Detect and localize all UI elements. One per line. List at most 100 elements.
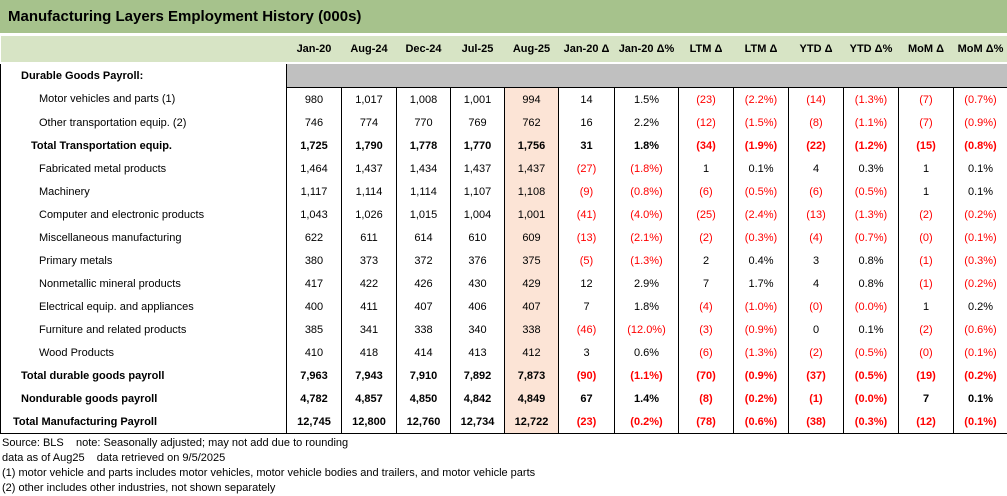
cell: 0.2% — [954, 295, 1007, 318]
cell: 1,114 — [397, 180, 451, 203]
column-header: MoM Δ — [899, 36, 954, 63]
cell: (41) — [559, 203, 615, 226]
cell: 1,001 — [505, 203, 559, 226]
cell: 4 — [789, 272, 844, 295]
cell: (0.8%) — [954, 134, 1007, 157]
cell: 376 — [451, 249, 505, 272]
cell: 12,745 — [287, 410, 342, 434]
cell: 7,943 — [342, 364, 397, 387]
cell: (12) — [679, 111, 734, 134]
cell: 412 — [505, 341, 559, 364]
cell: 430 — [451, 272, 505, 295]
cell: 422 — [342, 272, 397, 295]
cell: (0.5%) — [844, 180, 899, 203]
cell: 7,910 — [397, 364, 451, 387]
cell: (1.3%) — [844, 88, 899, 112]
row-label: Fabricated metal products — [1, 157, 287, 180]
cell: 1,108 — [505, 180, 559, 203]
cell: 762 — [505, 111, 559, 134]
cell: 0.4% — [734, 249, 789, 272]
cell: 4,850 — [397, 387, 451, 410]
cell: (25) — [679, 203, 734, 226]
cell: (7) — [899, 111, 954, 134]
cell: (0.6%) — [734, 410, 789, 434]
cell: 16 — [559, 111, 615, 134]
cell: (0.2%) — [954, 364, 1007, 387]
cell: (27) — [559, 157, 615, 180]
row-label: Nondurable goods payroll — [1, 387, 287, 410]
cell: 418 — [342, 341, 397, 364]
cell: (0.0%) — [844, 387, 899, 410]
cell: (0.2%) — [734, 387, 789, 410]
cell: 407 — [397, 295, 451, 318]
column-header: Jan-20 Δ% — [615, 36, 679, 63]
cell: (0.9%) — [954, 111, 1007, 134]
cell: (0) — [899, 226, 954, 249]
cell: 1,107 — [451, 180, 505, 203]
cell: (12) — [899, 410, 954, 434]
cell: 2.9% — [615, 272, 679, 295]
cell: (90) — [559, 364, 615, 387]
cell: (46) — [559, 318, 615, 341]
cell: 1,114 — [342, 180, 397, 203]
cell: 4,849 — [505, 387, 559, 410]
cell: (2) — [899, 203, 954, 226]
cell: (0.0%) — [844, 295, 899, 318]
cell: 375 — [505, 249, 559, 272]
cell: (5) — [559, 249, 615, 272]
cell: (0.2%) — [954, 272, 1007, 295]
cell: 1,015 — [397, 203, 451, 226]
cell: 0.8% — [844, 272, 899, 295]
cell: (6) — [679, 180, 734, 203]
cell: 980 — [287, 88, 342, 112]
column-header-spacer — [1, 36, 287, 63]
cell: 0.6% — [615, 341, 679, 364]
cell: 12,800 — [342, 410, 397, 434]
cell: 1,004 — [451, 203, 505, 226]
cell: (0.7%) — [844, 226, 899, 249]
cell: 414 — [397, 341, 451, 364]
column-header: Dec-24 — [397, 36, 451, 63]
footnote-line: data as of Aug25 data retrieved on 9/5/2… — [2, 451, 1007, 466]
cell: (4.0%) — [615, 203, 679, 226]
cell: (2) — [789, 341, 844, 364]
cell: 1 — [899, 180, 954, 203]
cell: (22) — [789, 134, 844, 157]
cell: 31 — [559, 134, 615, 157]
report-title-bar: Manufacturing Layers Employment History … — [0, 0, 1007, 33]
cell: (1) — [789, 387, 844, 410]
cell: 1.4% — [615, 387, 679, 410]
cell: (0.5%) — [844, 341, 899, 364]
cell: (23) — [679, 88, 734, 112]
cell: (0.8%) — [615, 180, 679, 203]
row-label: Primary metals — [1, 249, 287, 272]
footnote-line: (1) motor vehicle and parts includes mot… — [2, 466, 1007, 481]
cell: (23) — [559, 410, 615, 434]
cell: 622 — [287, 226, 342, 249]
cell: (8) — [789, 111, 844, 134]
cell: (1.1%) — [844, 111, 899, 134]
cell: 1,437 — [505, 157, 559, 180]
cell: (1.3%) — [734, 341, 789, 364]
cell: (2.4%) — [734, 203, 789, 226]
column-header: YTD Δ — [789, 36, 844, 63]
cell: 7 — [899, 387, 954, 410]
row-label: Total Transportation equip. — [1, 134, 287, 157]
column-header: Aug-24 — [342, 36, 397, 63]
column-header: YTD Δ% — [844, 36, 899, 63]
row-label: Computer and electronic products — [1, 203, 287, 226]
cell: 7,963 — [287, 364, 342, 387]
cell: 12,722 — [505, 410, 559, 434]
cell: 0.3% — [844, 157, 899, 180]
cell: 746 — [287, 111, 342, 134]
cell: 7,873 — [505, 364, 559, 387]
cell: (0.3%) — [734, 226, 789, 249]
cell: 1,008 — [397, 88, 451, 112]
cell: (6) — [789, 180, 844, 203]
cell: (0.1%) — [954, 226, 1007, 249]
cell: (13) — [789, 203, 844, 226]
